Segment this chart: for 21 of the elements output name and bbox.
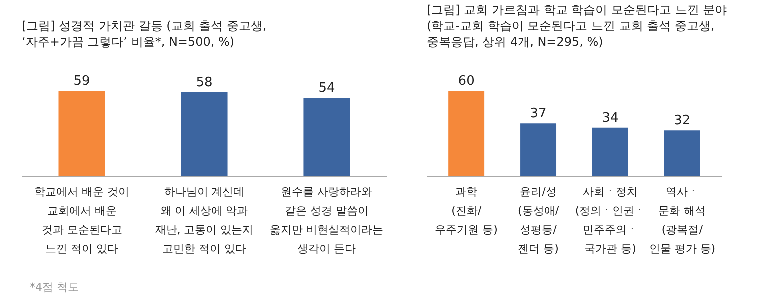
- bar: [448, 91, 485, 176]
- data-label: 32: [674, 114, 691, 129]
- bar: [520, 124, 557, 176]
- x-tick-label: 윤리/성 (동성애/ 성평등/ 젠더 등): [518, 186, 560, 256]
- bar: [664, 130, 700, 176]
- x-tick-label: 과학 (진화/ 우주기원 등): [435, 186, 498, 236]
- data-label: 34: [602, 110, 619, 126]
- x-tick-label: 역사ㆍ 문화 해석 (광복절/ 인물 평가 등): [649, 186, 716, 256]
- data-label: 59: [74, 74, 90, 89]
- chart-title: [그림] 교회 가르침과 학교 학습이 모순된다고 느낀 분야 (학교-교회 학습이 모순된다고 느낀 교회 출석 중고생, 중복응답, 상위 4개, N=295, %): [427, 3, 728, 49]
- data-label: 60: [458, 74, 475, 89]
- data-label: 58: [196, 75, 213, 90]
- data-label: 54: [318, 81, 336, 96]
- text: *4점 척도: [30, 280, 79, 295]
- chart-title: [그림] 성경적 가치관 갈등 (교회 출석 중고생, ‘자주+가끔 그렇다’ 비율*, N=500, %): [22, 19, 267, 49]
- x-tick-label: 사회ㆍ정치 (정의ㆍ인권ㆍ 민주주의ㆍ 국가관 등): [575, 186, 646, 256]
- x-tick-label: 학교에서 배운 것이 교회에서 배운 것과 모순된다고 느낀 적이 있다: [34, 186, 130, 256]
- bar: [592, 128, 628, 176]
- x-tick-label: 원수를 사랑하라와 같은 성경 말씀이 옳지만 비현실적이라는 생각이 든다: [270, 186, 384, 256]
- x-tick-label: 하나님이 계신데 왜 이 세상에 악과 재난, 고통이 있는지 고민한 적이 있다: [155, 186, 254, 256]
- data-label: 37: [530, 106, 547, 122]
